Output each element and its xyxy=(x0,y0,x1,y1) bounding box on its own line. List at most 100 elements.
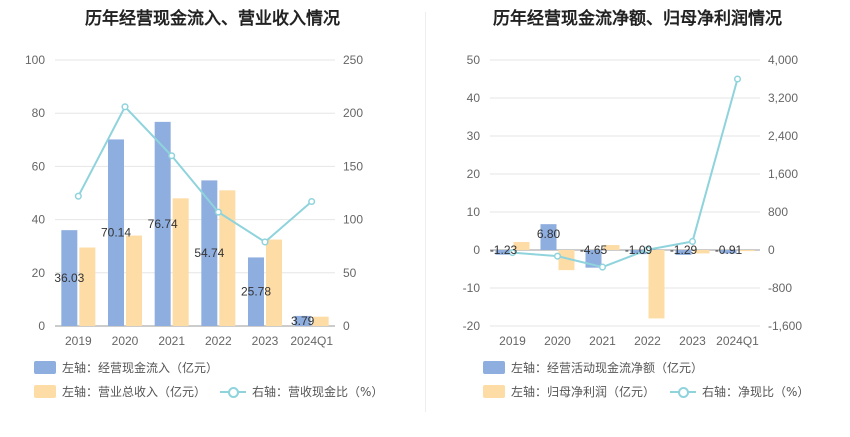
bar-series-1 xyxy=(61,230,78,326)
chart-panel-right: 历年经营现金流净额、归母净利润情况 -20 -10 0 10 20 30 40 50 -1,60… xyxy=(425,0,850,437)
y-right-tick-label: 150 xyxy=(343,159,363,173)
bar-series-2 xyxy=(558,250,575,271)
y-left-tick-label: 0 xyxy=(38,319,45,333)
y-left-tick-label: 40 xyxy=(32,213,46,227)
y-left-tick-label: -10 xyxy=(463,281,481,295)
bar-series-1 xyxy=(154,121,171,326)
bar-data-label: -1.23 xyxy=(490,243,518,257)
chart-left-svg: 0 20 40 60 80 100 0 50 100 150 200 250 2019 2020 2021 2… xyxy=(25,53,363,348)
x-tick-label: 2020 xyxy=(112,334,139,348)
y-right-tick-label: 0 xyxy=(768,243,775,257)
y-left-tick-label: -20 xyxy=(463,319,481,333)
bar-data-label: -1.09 xyxy=(625,243,653,257)
line-point xyxy=(508,249,517,257)
legend-swatch-cash-revenue-ratio xyxy=(220,385,246,398)
legend-left-row1[interactable]: 左轴：经营现金流入（亿元） xyxy=(34,359,218,376)
y-left-tick-label: 60 xyxy=(32,159,46,173)
bar-series-2 xyxy=(738,250,755,252)
legend-label-net-cash-flow: 左轴：经营活动现金流净额（亿元） xyxy=(511,361,704,375)
y-right-tick-label: 100 xyxy=(343,213,363,227)
x-tick-label: 2021 xyxy=(589,334,616,348)
y-right-tick-label: 200 xyxy=(343,106,363,120)
bar-series-2 xyxy=(126,235,142,326)
bar-series-2 xyxy=(603,245,620,250)
y-left-tick-label: 10 xyxy=(467,205,481,219)
bar-series-2 xyxy=(513,242,530,250)
legend-right-row2[interactable]: 左轴：归母净利润（亿元） xyxy=(483,383,655,400)
y-left-tick-label: 0 xyxy=(473,243,480,257)
legend-right-row1[interactable]: 左轴：经营活动现金流净额（亿元） xyxy=(483,359,703,376)
line-point xyxy=(214,208,222,216)
x-tick-label: 2023 xyxy=(252,334,279,348)
legend-label-cash-inflow: 左轴：经营现金流入（亿元） xyxy=(62,361,219,375)
bar-series-1 xyxy=(108,139,124,326)
legend-left-row2[interactable]: 左轴：营业总收入（亿元） xyxy=(34,383,206,400)
chart-panel-left: 历年经营现金流入、营业收入情况 0 20 40 60 80 100 0 50 100 150 200… xyxy=(25,9,383,400)
legend-right-row3[interactable]: 右轴：净现比（%） xyxy=(670,383,809,400)
bar-series-1 xyxy=(248,257,264,326)
line-point xyxy=(553,252,562,260)
y-right-tick-label: 50 xyxy=(343,266,357,280)
legend-swatch-revenue xyxy=(34,385,56,398)
y-left-tick-label: 40 xyxy=(467,91,481,105)
line-point xyxy=(688,237,697,245)
bar-data-label: 70.14 xyxy=(101,226,131,240)
line-point xyxy=(121,103,129,111)
bar-series-1 xyxy=(495,250,512,255)
x-tick-label: 2019 xyxy=(65,334,92,348)
legend-label-cash-revenue-ratio: 右轴：营收现金比（%） xyxy=(252,385,384,399)
line-point xyxy=(308,197,316,206)
line-point xyxy=(261,238,269,246)
bar-series-1 xyxy=(540,224,557,250)
x-tick-label: 2023 xyxy=(679,334,706,348)
bar-data-label: -1.29 xyxy=(670,243,698,257)
y-left-tick-label: 30 xyxy=(467,129,481,143)
bar-data-label: 25.78 xyxy=(241,285,271,299)
y-left-tick-label: 80 xyxy=(32,106,46,120)
line-series xyxy=(77,105,313,244)
bar-data-label: 76.74 xyxy=(148,217,178,231)
bar-series-2 xyxy=(219,190,236,326)
x-tick-label: 2022 xyxy=(634,334,661,348)
legend-left-row3[interactable]: 右轴：营收现金比（%） xyxy=(220,383,383,400)
bar-data-label: 36.03 xyxy=(54,271,84,285)
x-tick-label: 2019 xyxy=(499,334,526,348)
chart-title-right: 历年经营现金流净额、归母净利润情况 xyxy=(493,9,782,29)
line-point xyxy=(733,75,742,83)
bar-data-label: -4.65 xyxy=(580,243,608,257)
legend-swatch-net-profit xyxy=(483,385,505,398)
x-tick-label: 2021 xyxy=(158,334,185,348)
legend-label-net-profit: 左轴：归母净利润（亿元） xyxy=(511,385,656,399)
y-left-tick-label: 50 xyxy=(467,53,481,67)
y-left-tick-label: 20 xyxy=(32,266,46,280)
panel-divider xyxy=(425,12,426,412)
y-right-tick-label: 250 xyxy=(343,53,363,67)
bar-series-2 xyxy=(648,250,665,319)
line-point xyxy=(168,152,176,160)
bar-series-2 xyxy=(172,198,189,326)
x-tick-label: 2020 xyxy=(544,334,571,348)
y-right-tick-label: -1,600 xyxy=(768,319,802,333)
x-tick-label: 2022 xyxy=(205,334,232,348)
bar-series-2 xyxy=(312,316,329,326)
chart-right-svg: -20 -10 0 10 20 30 40 50 -1,600 -800 0 800 1,600 2,40… xyxy=(463,53,803,348)
y-right-tick-label: 1,600 xyxy=(768,167,798,181)
bar-data-label: 54.74 xyxy=(194,246,224,260)
legend-label-revenue: 左轴：营业总收入（亿元） xyxy=(62,385,207,399)
legend-swatch-cash-inflow xyxy=(34,361,56,374)
bar-data-label: 6.80 xyxy=(537,227,561,241)
legend-swatch-net-cash-flow xyxy=(483,361,505,374)
line-point xyxy=(643,246,652,254)
y-left-tick-label: 100 xyxy=(25,53,45,67)
bar-series-1 xyxy=(294,315,311,326)
bar-series-2 xyxy=(266,239,282,326)
bar-series-1 xyxy=(201,180,218,326)
y-right-tick-label: 2,400 xyxy=(768,129,798,143)
y-right-tick-label: 4,000 xyxy=(768,53,798,67)
bar-data-label: -0.91 xyxy=(715,243,743,257)
chart-title-left: 历年经营现金流入、营业收入情况 xyxy=(85,9,340,29)
x-tick-label: 2024Q1 xyxy=(716,334,759,348)
bar-series-1 xyxy=(720,250,737,254)
bar-data-label: 3.79 xyxy=(291,314,315,328)
line-point xyxy=(74,192,82,200)
